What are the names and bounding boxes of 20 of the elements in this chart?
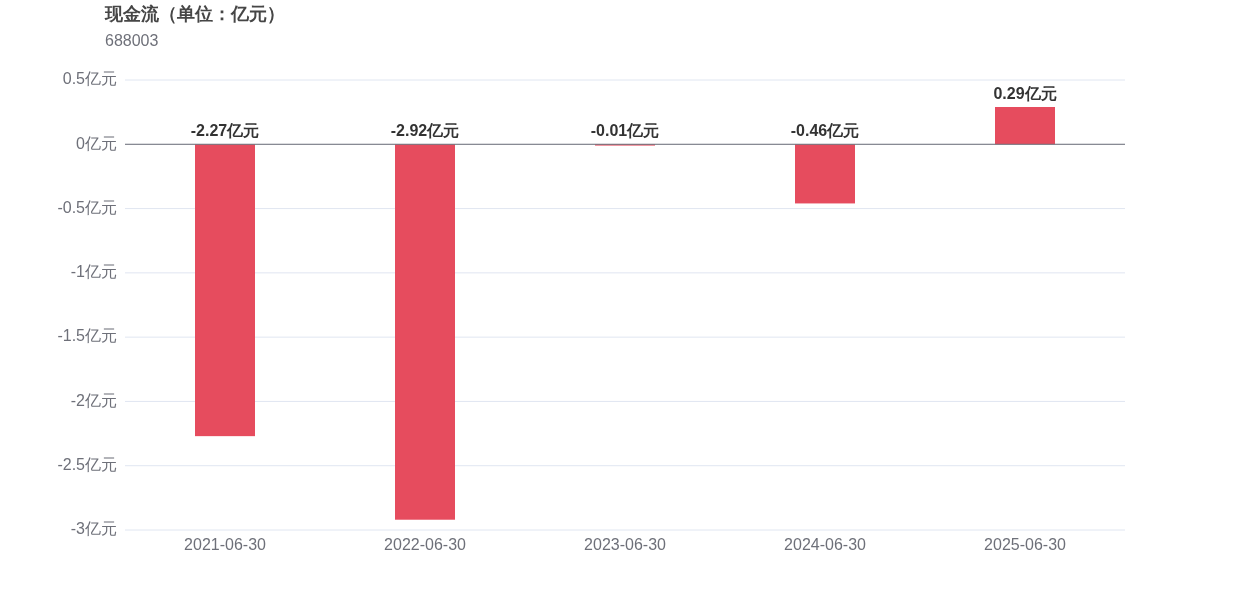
- x-tick-label: 2022-06-30: [384, 536, 467, 553]
- x-tick-label: 2021-06-30: [184, 536, 267, 553]
- y-tick-label: -2亿元: [70, 391, 117, 409]
- subtitle: 688003: [105, 32, 159, 49]
- y-tick-label: -2.5亿元: [57, 455, 117, 473]
- y-tick-label: 0.5亿元: [62, 70, 117, 88]
- x-tick-label: 2024-06-30: [784, 536, 867, 553]
- y-tick-label: -3亿元: [70, 520, 117, 538]
- y-tick-label: 0亿元: [76, 134, 117, 152]
- data-label: -2.27亿元: [190, 122, 260, 140]
- data-label: -0.46亿元: [790, 122, 860, 140]
- y-tick-label: -1亿元: [70, 263, 117, 281]
- data-label: -0.01亿元: [590, 122, 660, 140]
- data-label: 0.29亿元: [993, 85, 1057, 102]
- title: 现金流（单位：亿元）: [105, 4, 285, 24]
- x-tick-label: 2025-06-30: [984, 536, 1067, 553]
- y-tick-label: -1.5亿元: [57, 327, 117, 345]
- data-label: -2.92亿元: [390, 122, 460, 140]
- y-tick-label: -0.5亿元: [57, 198, 117, 216]
- x-tick-label: 2023-06-30: [584, 536, 667, 553]
